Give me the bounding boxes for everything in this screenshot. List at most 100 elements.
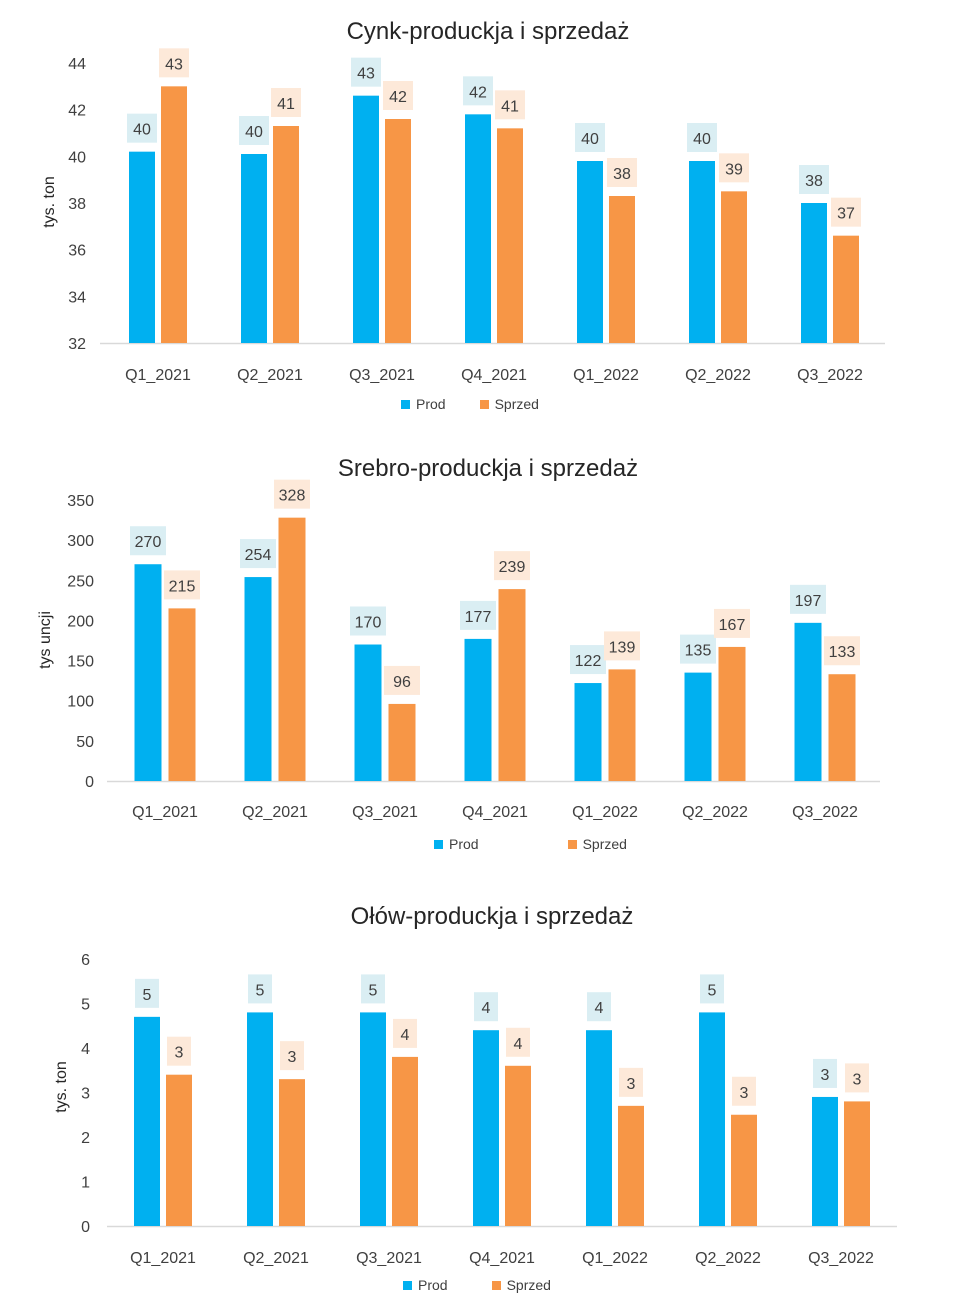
data-label: 43 [165,56,183,73]
data-label: 5 [708,982,717,999]
legend-swatch-sprzed [567,839,577,849]
legend-label-sprzed: Sprzed [506,1277,551,1293]
data-label-bg [164,570,200,600]
x-tick-label: Q1_2022 [582,1250,648,1267]
x-tick-label: Q4_2021 [462,804,528,821]
data-label: 3 [821,1067,830,1084]
data-label: 40 [693,131,711,148]
bar-sprzed [161,86,187,343]
data-label-bg [680,634,716,664]
data-label-bg [361,974,385,1004]
x-tick-label: Q1_2022 [573,367,639,384]
data-label: 42 [469,84,487,101]
data-label-bg [700,974,724,1004]
y-tick-label: 300 [67,533,94,550]
bar-prod [134,1016,160,1226]
bar-prod [129,151,155,343]
data-label-bg [790,584,826,614]
legend-label-sprzed: Sprzed [582,836,627,852]
data-label: 40 [133,122,151,139]
data-label-bg [167,1036,191,1066]
bar-sprzed [618,1105,644,1226]
bar-prod [586,1030,612,1226]
data-label: 133 [829,644,856,661]
bar-sprzed [608,669,636,781]
x-tick-label: Q3_2021 [352,804,418,821]
data-label-bg [135,978,159,1008]
data-label-bg [506,1027,530,1057]
y-tick-label: 3 [81,1086,90,1103]
bar-prod [353,95,379,344]
data-label: 328 [279,488,306,505]
bar-prod [577,161,603,343]
data-label: 38 [613,166,631,183]
bar-sprzed [609,196,635,343]
data-label: 37 [837,206,855,223]
x-tick-label: Q1_2021 [132,804,198,821]
y-tick-label: 6 [81,952,90,969]
data-label: 41 [501,98,519,115]
data-label-bg [127,113,157,143]
data-label: 5 [143,987,152,1004]
data-label: 167 [719,617,746,634]
data-label-bg [463,76,493,106]
data-label-bg [350,606,386,636]
bar-prod [689,161,715,343]
legend: Prod Sprzed [434,836,627,852]
data-label: 40 [245,124,263,141]
bar-sprzed [273,126,299,343]
data-label-bg [495,90,525,120]
bar-prod [354,644,382,781]
y-tick-label: 40 [68,149,86,166]
y-tick-label: 32 [68,336,86,353]
data-label: 39 [725,161,743,178]
data-label: 3 [853,1071,862,1088]
data-label-bg [619,1067,643,1097]
data-label-bg [570,645,606,675]
x-tick-label: Q2_2022 [682,804,748,821]
data-label: 43 [357,66,375,83]
bar-sprzed [828,674,856,781]
x-tick-label: Q3_2021 [356,1250,422,1267]
y-tick-label: 42 [68,103,86,120]
y-tick-label: 350 [67,493,94,510]
data-label: 40 [581,131,599,148]
bar-prod [134,564,162,781]
data-label: 3 [175,1045,184,1062]
legend-label-prod: Prod [418,1277,448,1293]
bar-prod [241,154,267,343]
bar-sprzed [385,119,411,343]
legend-swatch-sprzed [491,1280,501,1290]
data-label: 239 [499,559,526,576]
bar-sprzed [721,191,747,343]
data-label: 96 [393,674,411,691]
x-tick-label: Q1_2022 [572,804,638,821]
chart-zinc: Cynk-produckja i sprzedaż tys. ton 32 34 3… [0,0,976,425]
y-tick-label: 50 [76,734,94,751]
legend: Prod Sprzed [401,396,539,412]
x-tick-label: Q3_2022 [792,804,858,821]
data-label-bg [460,600,496,630]
legend-swatch-sprzed [479,399,489,409]
x-tick-label: Q1_2021 [130,1250,196,1267]
y-tick-label: 150 [67,654,94,671]
data-label-bg [159,48,189,78]
data-label: 41 [277,96,295,113]
bar-sprzed [166,1074,192,1226]
legend: Prod Sprzed [403,1277,551,1293]
data-label: 42 [389,89,407,106]
x-tick-label: Q2_2021 [242,804,308,821]
chart-title: Srebro-produckja i sprzedaż [337,455,639,482]
data-label-bg [831,197,861,227]
data-label-bg [271,88,301,117]
bar-sprzed [505,1065,531,1226]
data-label-bg [240,539,276,569]
y-tick-label: 36 [68,243,86,260]
data-label: 177 [465,609,492,626]
data-label-bg [687,123,717,152]
y-tick-label: 34 [68,289,86,306]
bar-sprzed [497,128,523,343]
data-label-bg [732,1076,756,1106]
data-label-bg [494,551,530,581]
bar-sprzed [279,1079,305,1226]
